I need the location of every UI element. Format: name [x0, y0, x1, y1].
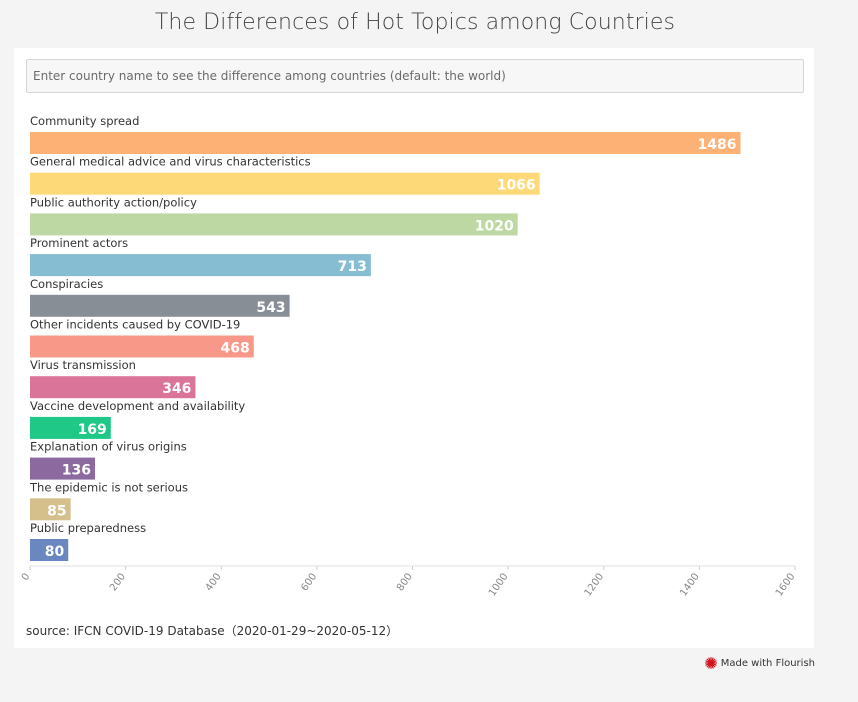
category-label: General medical advice and virus charact…	[30, 155, 311, 169]
flourish-credit-text: Made with Flourish	[720, 657, 815, 669]
category-label: Conspiracies	[30, 277, 103, 291]
value-label: 1486	[698, 137, 737, 153]
category-label: Other incidents caused by COVID-19	[30, 318, 240, 332]
x-tick-label: 1600	[774, 571, 798, 598]
value-label: 468	[221, 341, 250, 357]
bar	[30, 132, 741, 154]
x-tick-label: 200	[108, 571, 128, 593]
x-tick-label: 800	[395, 571, 415, 593]
x-tick-label: 1200	[583, 571, 607, 598]
x-tick-label: 1400	[678, 571, 702, 598]
value-label: 169	[78, 422, 107, 438]
value-label: 346	[162, 381, 191, 397]
flourish-credit[interactable]: Made with Flourish	[704, 657, 815, 669]
country-search-input[interactable]	[26, 59, 804, 93]
chart-title: The Differences of Hot Topics among Coun…	[154, 10, 676, 35]
chart-panel: Community spread 1486 General medical advi…	[14, 48, 814, 648]
x-tick-label: 0	[20, 571, 33, 583]
bar	[30, 416, 111, 439]
category-label: The epidemic is not serious	[29, 480, 188, 494]
category-label: Public preparedness	[30, 521, 146, 535]
source-note: source: IFCN COVID-19 Database（2020-01-2…	[26, 624, 399, 638]
category-label: Public authority action/policy	[30, 195, 197, 209]
bar	[30, 172, 540, 195]
bar	[30, 539, 69, 561]
value-label: 1066	[497, 178, 536, 194]
flourish-logo-icon	[704, 657, 717, 669]
category-label: Community spread	[30, 114, 139, 128]
bar	[30, 294, 290, 317]
bar	[30, 457, 96, 480]
x-tick-label: 600	[299, 571, 319, 593]
bar-chart: Community spread 1486 General medical advi…	[20, 114, 798, 599]
value-label: 713	[338, 259, 367, 275]
x-tick-label: 400	[204, 571, 224, 593]
bar	[30, 376, 196, 399]
value-label: 543	[256, 300, 285, 316]
bar	[30, 498, 71, 521]
value-label: 136	[62, 463, 91, 479]
bar	[30, 254, 371, 277]
category-label: Explanation of virus origins	[30, 440, 187, 454]
value-label: 85	[47, 503, 66, 519]
category-label: Prominent actors	[30, 236, 128, 250]
value-label: 80	[45, 544, 65, 560]
x-tick-label: 1000	[487, 571, 511, 598]
category-label: Virus transmission	[30, 358, 136, 372]
value-label: 1020	[475, 218, 514, 234]
bar	[30, 213, 518, 236]
category-label: Vaccine development and availability	[30, 399, 245, 413]
bar	[30, 335, 254, 358]
